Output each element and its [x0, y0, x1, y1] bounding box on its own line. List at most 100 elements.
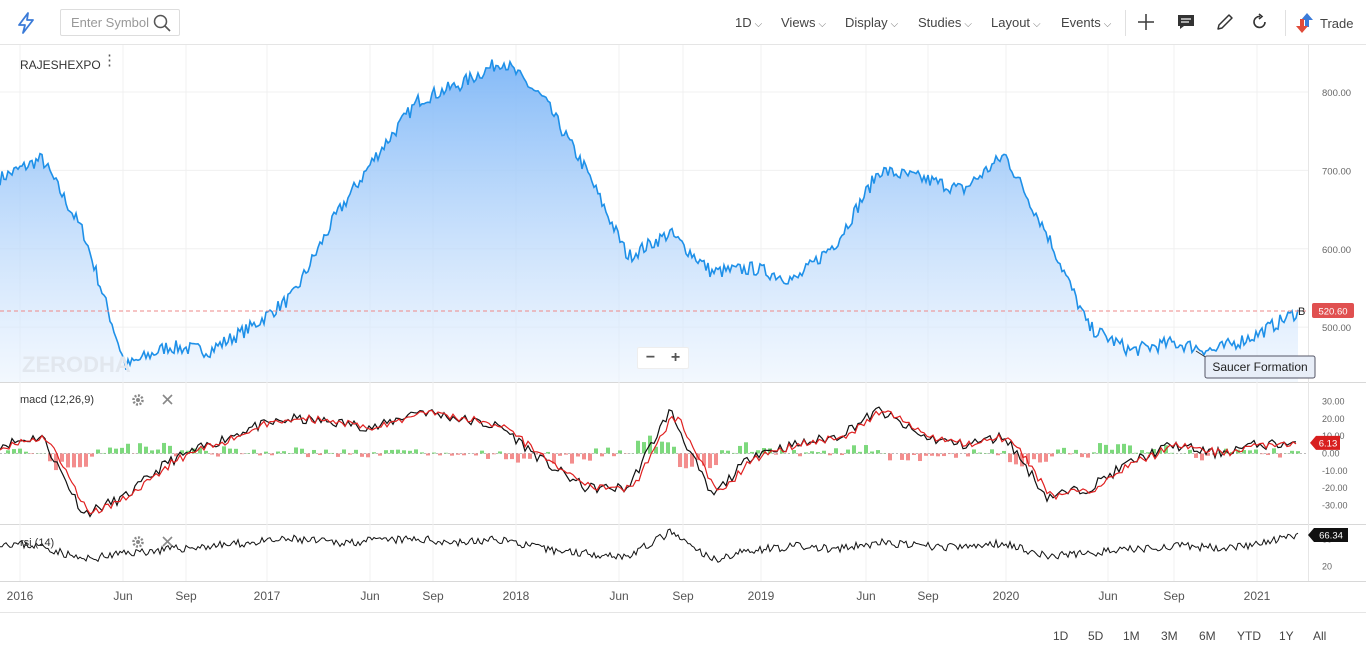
display-menu[interactable]: Display ⌵ [845, 15, 898, 30]
macd-histogram-bar [618, 450, 622, 454]
macd-histogram-bar [1278, 453, 1282, 458]
macd-histogram-bar [690, 453, 694, 467]
annotation-box [1204, 355, 1316, 379]
macd-histogram-bar [858, 451, 862, 454]
macd-histogram-bar [1200, 453, 1204, 461]
reset-icon[interactable] [1250, 12, 1270, 32]
studies-menu[interactable]: Studies ⌵ [918, 15, 972, 30]
macd-settings-gear-icon[interactable] [131, 393, 145, 407]
macd-histogram-bar [432, 452, 436, 454]
symbol-options-icon[interactable]: ⋮ [102, 52, 117, 69]
macd-histogram-bar [96, 449, 100, 454]
macd-tick-label: -30.00 [1322, 500, 1348, 510]
price-line [0, 59, 1299, 371]
macd-histogram-bar [252, 449, 256, 454]
zoom-out-button[interactable]: − [645, 349, 656, 366]
search-icon[interactable] [153, 14, 171, 32]
range-6m[interactable]: 6M [1199, 629, 1216, 643]
time-tick-label: 2016 [7, 589, 34, 603]
views-menu[interactable]: Views ⌵ [781, 15, 826, 30]
macd-value-label: 6.13 [1319, 438, 1338, 449]
macd-histogram-bar [600, 453, 604, 457]
range-1y[interactable]: 1Y [1279, 629, 1294, 643]
macd-histogram-bar [816, 452, 820, 454]
macd-histogram-bar [1188, 449, 1192, 454]
macd-histogram-bar [942, 453, 946, 457]
macd-histogram-bar [162, 442, 166, 454]
range-ytd[interactable]: YTD [1237, 629, 1261, 643]
macd-histogram-bar [1248, 450, 1252, 454]
macd-histogram-bar [1206, 453, 1210, 456]
macd-histogram-bar [510, 453, 514, 460]
interval-menu[interactable]: 1D ⌵ [735, 15, 762, 30]
comment-icon[interactable] [1176, 12, 1196, 32]
macd-histogram-bar [822, 450, 826, 454]
macd-tick-label: -10.00 [1322, 466, 1348, 476]
layout-menu[interactable]: Layout ⌵ [991, 15, 1041, 30]
macd-histogram-bar [1014, 453, 1018, 465]
chevron-down-icon: ⌵ [890, 19, 899, 30]
macd-histogram-bar [1038, 453, 1042, 463]
rsi-close-icon[interactable] [161, 535, 174, 548]
pencil-icon[interactable] [1215, 12, 1235, 32]
range-3m[interactable]: 3M [1161, 629, 1178, 643]
price-chart[interactable]: 2016 Jun Sep 2017 Jun Sep 2018 Jun Sep 2019 Jun Sep… [0, 45, 1366, 612]
macd-histogram-bar [666, 442, 670, 454]
trade-button[interactable]: Trade [1294, 11, 1353, 40]
zoom-controls: − + [637, 347, 689, 369]
top-toolbar: 1D⌵ Views⌵ Display⌵ Studies⌵ Layout⌵ Eve… [0, 0, 1366, 45]
range-1m[interactable]: 1M [1123, 629, 1140, 643]
chevron-down-icon: ⌵ [818, 19, 827, 30]
macd-histogram-bar [294, 447, 298, 454]
macd-histogram-bar [1020, 453, 1024, 467]
macd-histogram-bar [1134, 452, 1138, 454]
macd-histogram-bar [1116, 444, 1120, 454]
symbol-search-input[interactable] [71, 10, 161, 35]
macd-histogram-bar [516, 453, 520, 463]
macd-histogram-bar [90, 453, 94, 457]
macd-histogram-bar [864, 445, 868, 454]
crosshair-icon[interactable] [1136, 12, 1156, 32]
macd-histogram-bar [222, 446, 226, 454]
range-1d[interactable]: 1D [1053, 629, 1069, 643]
macd-histogram-bar [102, 452, 106, 454]
macd-histogram-bar [408, 450, 412, 454]
display-label: Display [845, 15, 888, 30]
macd-histogram-bar [492, 453, 496, 455]
macd-histogram-bar [348, 453, 352, 455]
zoom-in-button[interactable]: + [670, 349, 681, 366]
price-tick-label: 800.00 [1322, 88, 1351, 99]
macd-histogram-bar [540, 453, 544, 457]
macd-histogram-bar [1008, 453, 1012, 463]
kite-logo-icon[interactable] [14, 11, 38, 35]
macd-histogram-bar [828, 453, 832, 456]
macd-histogram-bar [486, 453, 490, 459]
macd-close-icon[interactable] [161, 393, 174, 406]
time-tick-label: Jun [1098, 589, 1117, 603]
macd-histogram-bar [906, 453, 910, 461]
range-5d[interactable]: 5D [1088, 629, 1104, 643]
macd-histogram-bar [66, 453, 70, 468]
macd-histogram-bar [144, 446, 148, 454]
macd-histogram-bar [1074, 449, 1078, 454]
macd-histogram-bar [732, 452, 736, 454]
macd-histogram-bar [306, 453, 310, 458]
macd-histogram-bar [1290, 450, 1294, 454]
range-all[interactable]: All [1313, 629, 1327, 643]
macd-histogram-bar [750, 451, 754, 454]
macd-tick-label: 30.00 [1322, 397, 1345, 407]
macd-histogram-bar [498, 451, 502, 454]
macd-histogram-bar [1092, 452, 1096, 454]
macd-histogram-bar [78, 453, 82, 468]
macd-histogram-bar [972, 449, 976, 454]
macd-histogram-bar [198, 447, 202, 454]
macd-histogram-bar [1194, 453, 1198, 458]
macd-histogram-bar [378, 453, 382, 456]
events-menu[interactable]: Events ⌵ [1061, 15, 1111, 30]
macd-histogram-bar [384, 450, 388, 454]
macd-histogram-bar [876, 450, 880, 454]
rsi-settings-gear-icon[interactable] [131, 535, 145, 549]
macd-histogram-bar [708, 453, 712, 469]
symbol-search[interactable] [60, 9, 180, 36]
macd-histogram-bar [954, 453, 958, 458]
